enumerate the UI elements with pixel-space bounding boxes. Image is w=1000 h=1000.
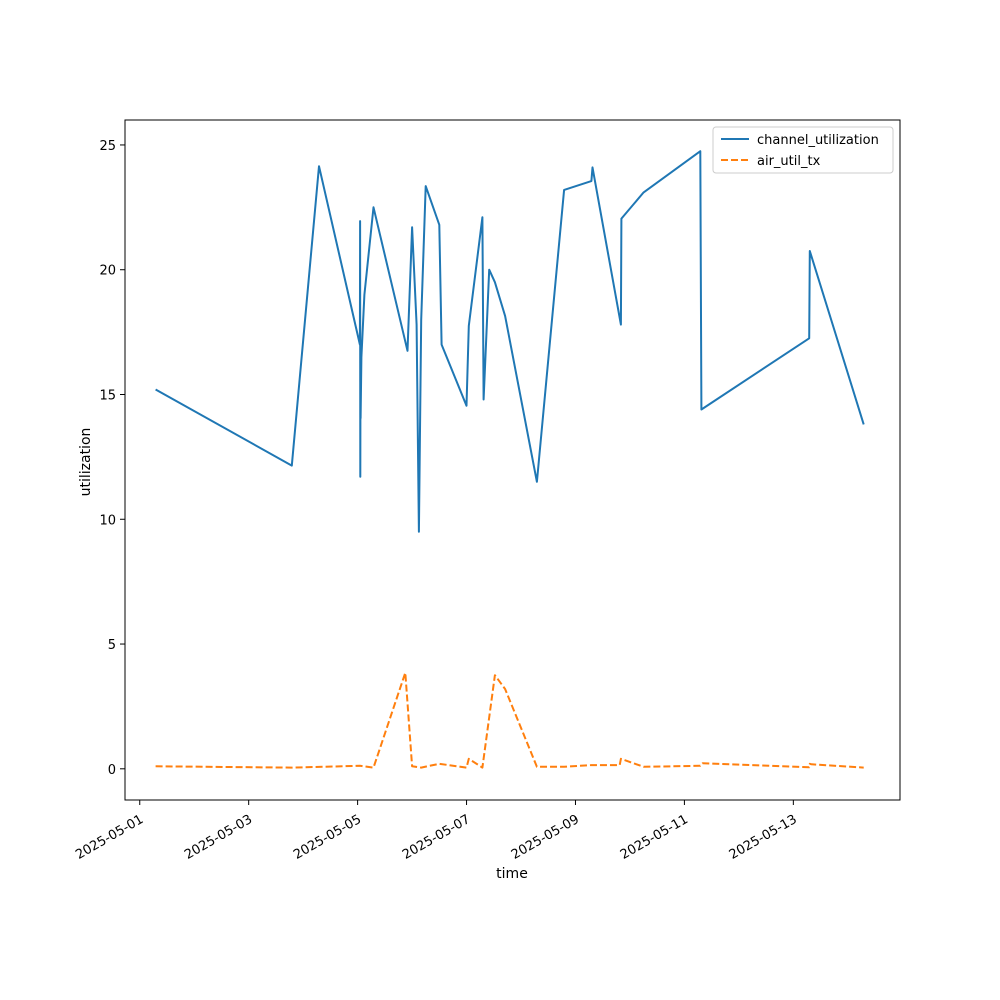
series-line-air-util-tx xyxy=(155,671,864,769)
y-tick-label: 20 xyxy=(99,264,116,279)
series-line-channel-utilization xyxy=(155,150,865,533)
y-tick-label: 15 xyxy=(99,388,116,403)
legend-box xyxy=(712,126,894,174)
y-axis: 0 5 10 15 20 25 xyxy=(99,139,125,778)
plot-frame xyxy=(124,119,901,801)
legend-label-air-util-tx: air_util_tx xyxy=(757,154,821,169)
legend: channel_utilization air_util_tx xyxy=(712,126,894,174)
series-layer xyxy=(155,150,865,769)
x-axis-title: time xyxy=(496,866,528,882)
y-tick-label: 0 xyxy=(108,763,116,778)
y-tick-label: 5 xyxy=(108,638,116,653)
legend-label-channel-utilization: channel_utilization xyxy=(757,133,879,148)
y-axis-title: utilization xyxy=(78,428,94,497)
y-tick-label: 25 xyxy=(99,139,116,154)
y-tick-label: 10 xyxy=(99,513,116,528)
